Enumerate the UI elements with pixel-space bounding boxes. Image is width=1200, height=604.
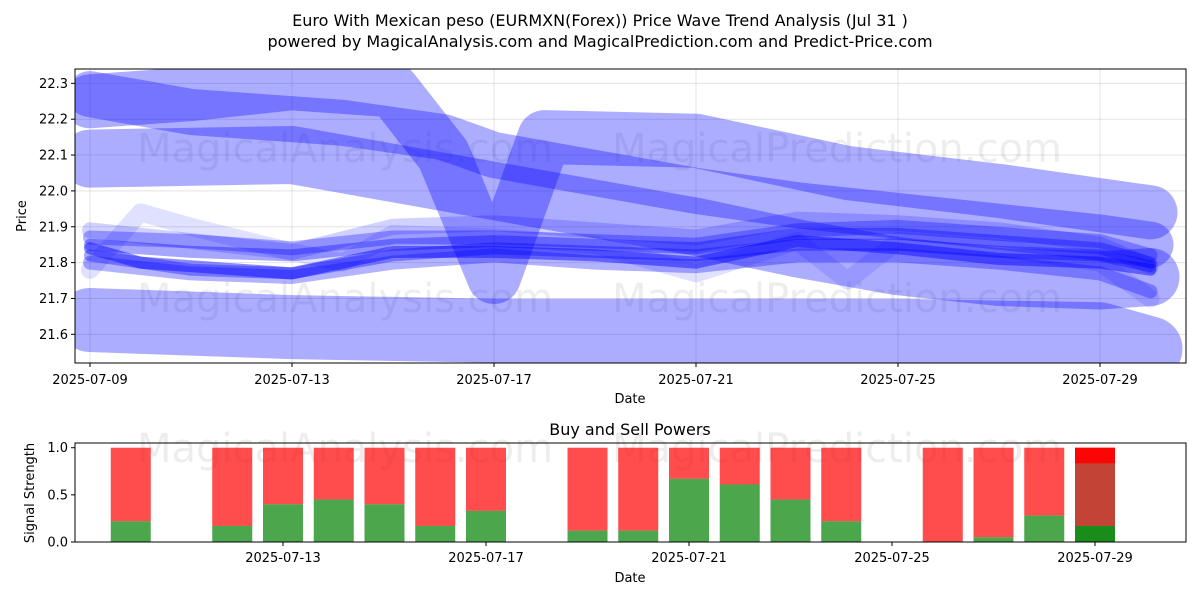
buy-bar (821, 521, 862, 542)
sell-bar (770, 447, 811, 500)
y-tick-label: 1.0 (47, 441, 68, 456)
y-tick-label: 21.7 (39, 292, 68, 307)
sell-bar (110, 447, 151, 522)
buy-sell-plot-frame (74, 442, 1187, 543)
buy-bar (770, 499, 811, 542)
buy-bar (212, 525, 253, 542)
buy-bar (466, 510, 506, 542)
wave-band-6 (84, 227, 1157, 269)
buy-bar (313, 499, 354, 542)
buy-bar (110, 521, 151, 542)
y-axis-label: Price (15, 200, 30, 232)
sell-bar (567, 447, 608, 531)
watermark-text: MagicalAnalysis.com (137, 276, 553, 322)
x-tick-label: 2025-07-29 (1062, 373, 1138, 388)
sell-bar (466, 447, 506, 511)
wave-band-5 (84, 235, 1157, 280)
y-axis-label: Signal Strength (23, 443, 38, 543)
x-axis-label: Date (614, 392, 645, 407)
y-tick-label: 22.3 (39, 77, 68, 92)
price-wave-panel: MagicalAnalysis.com MagicalPrediction.co… (15, 68, 1187, 407)
y-tick-label: 22.0 (39, 184, 68, 199)
wave-band-10 (81, 203, 1160, 308)
sell-bar (263, 447, 303, 505)
buy-bar (364, 504, 405, 542)
x-axis-label: Date (614, 571, 645, 586)
x-tick-label: 2025-07-25 (854, 551, 930, 566)
sell-bar (719, 447, 760, 485)
buy-bar (415, 525, 456, 542)
wave-band-11 (82, 211, 1159, 275)
buy-bar (618, 530, 659, 542)
buy-bar (973, 537, 1014, 542)
buy-bar (567, 530, 608, 542)
sell-bar (364, 447, 405, 505)
x-tick-label: 2025-07-09 (52, 373, 128, 388)
y-tick-label: 0.0 (47, 536, 68, 551)
x-tick-label: 2025-07-29 (1057, 551, 1133, 566)
x-tick-label: 2025-07-21 (658, 373, 734, 388)
buy-bar (263, 504, 303, 542)
sell-bar (669, 447, 709, 479)
x-tick-label: 2025-07-13 (254, 373, 330, 388)
watermarks-top: MagicalAnalysis.com MagicalPrediction.co… (137, 126, 1062, 322)
sell-bar (973, 447, 1014, 538)
price-plot-frame (74, 68, 1187, 364)
sell-bar (922, 447, 963, 542)
wave-band-9 (83, 248, 1158, 299)
buy-sell-panel: Buy and Sell Powers MagicalAnalysis.com … (23, 420, 1187, 586)
wave-band-8 (83, 219, 1158, 263)
x-tick-label: 2025-07-21 (651, 551, 727, 566)
buy-bar (719, 484, 760, 542)
sell-bar (415, 447, 456, 526)
buy-sell-title: Buy and Sell Powers (549, 420, 711, 439)
y-tick-label: 0.5 (47, 488, 68, 503)
sell-bar (1024, 447, 1065, 516)
y-tick-label: 21.8 (39, 256, 68, 271)
y-tick-label: 22.1 (39, 149, 68, 164)
x-tick-label: 2025-07-25 (860, 373, 936, 388)
buy-bar (1075, 525, 1115, 542)
x-tick-label: 2025-07-13 (245, 551, 321, 566)
x-tick-label: 2025-07-17 (448, 551, 524, 566)
watermark-text: MagicalPrediction.com (612, 276, 1062, 322)
buy-bar (1024, 515, 1065, 542)
chart-title-line2: powered by MagicalAnalysis.com and Magic… (267, 32, 932, 51)
wave-band-1 (75, 71, 1174, 268)
y-tick-label: 22.2 (39, 113, 68, 128)
y-tick-label: 21.6 (39, 328, 68, 343)
buy-bar (669, 478, 709, 542)
wave-band-2 (75, 69, 1178, 304)
sell-bar (313, 447, 354, 500)
x-tick-label: 2025-07-17 (456, 373, 532, 388)
wave-band-7 (84, 238, 1157, 280)
sell-bar (821, 447, 862, 522)
wave-band-4 (75, 288, 1183, 363)
wave-band-3 (75, 126, 1180, 310)
watermark-text: MagicalPrediction.com (612, 126, 1062, 172)
chart-title-line1: Euro With Mexican peso (EURMXN(Forex)) P… (292, 11, 908, 30)
sell-bar (618, 447, 659, 531)
watermark-text: MagicalAnalysis.com (137, 126, 553, 172)
sell-bar (212, 447, 253, 526)
sell-bar-highlight (1075, 447, 1115, 464)
y-tick-label: 21.9 (39, 220, 68, 235)
